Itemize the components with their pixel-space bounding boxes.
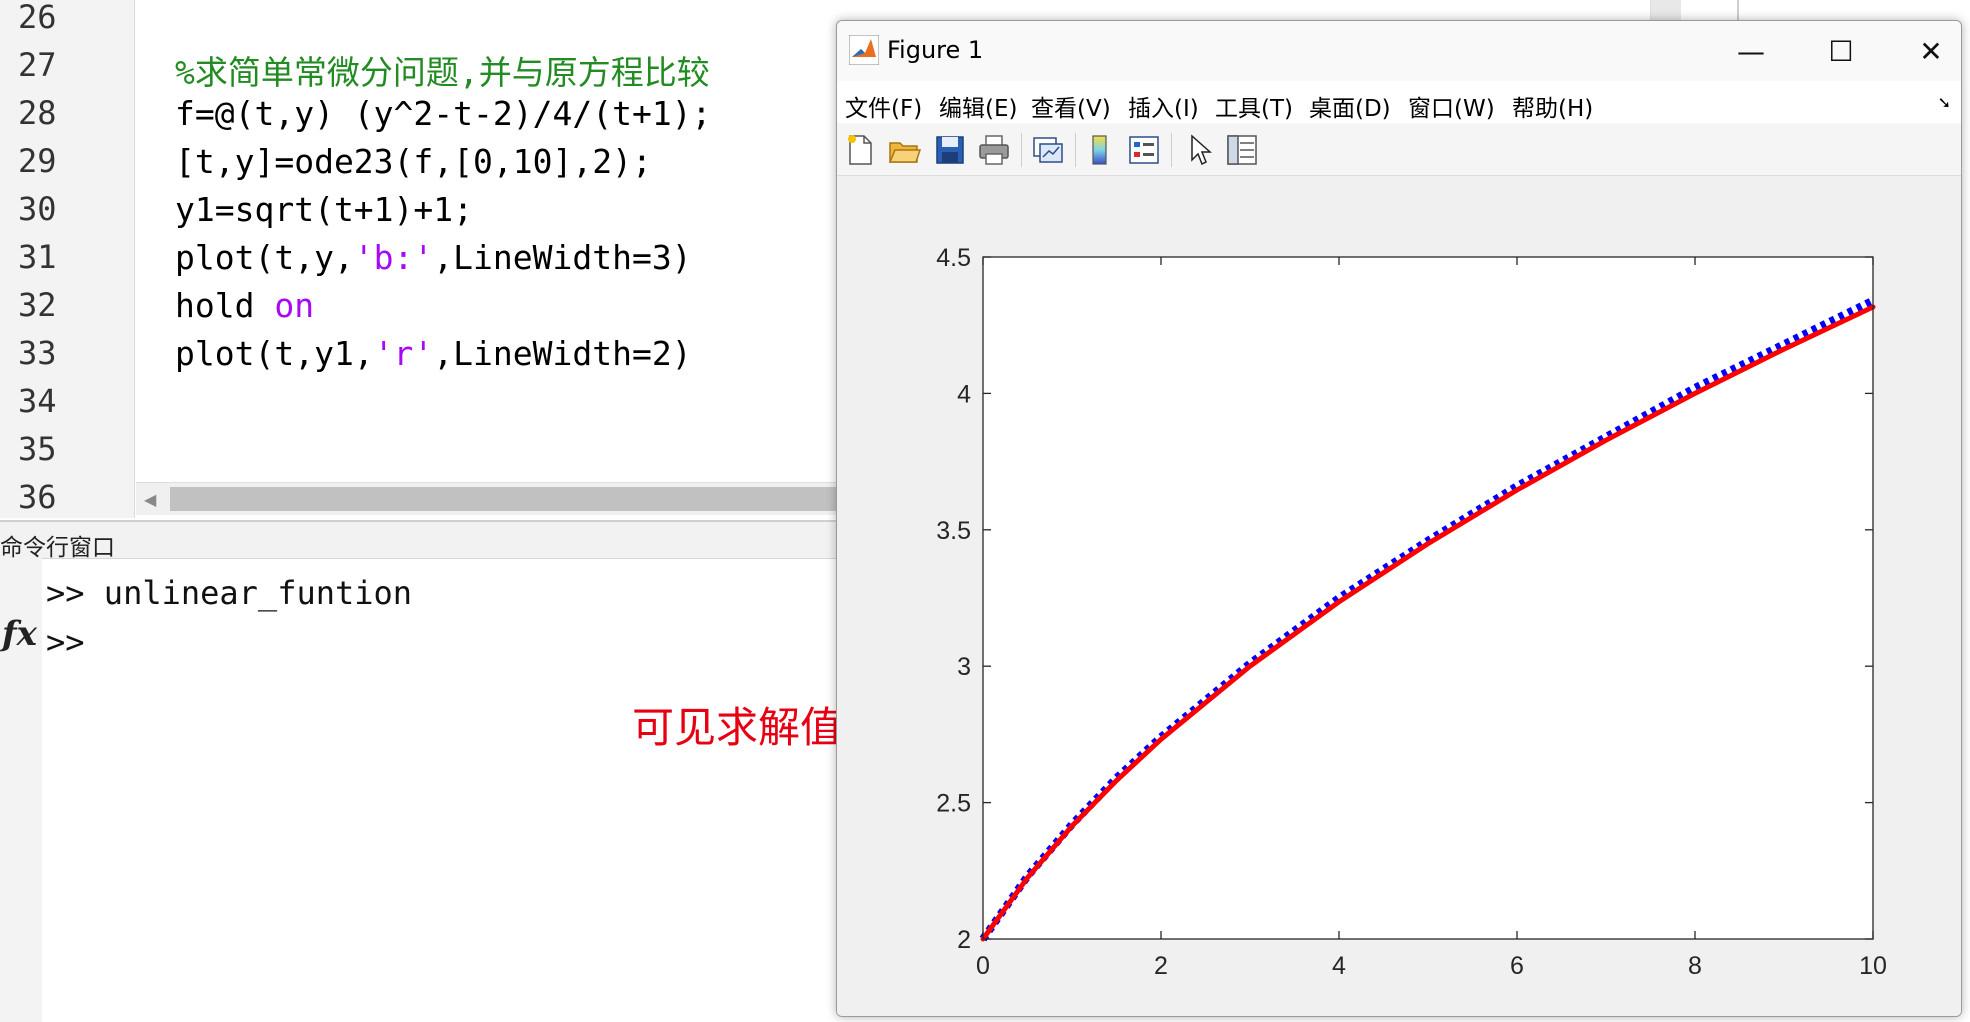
line-number: 29 <box>18 142 57 180</box>
code-text: hold <box>175 286 275 325</box>
minimize-icon: — <box>1737 34 1765 68</box>
maximize-icon: ☐ <box>1828 34 1854 68</box>
toolbar-separator <box>1171 133 1172 167</box>
y-tick-label: 2.5 <box>936 790 971 818</box>
scrollbar-thumb[interactable] <box>170 487 836 511</box>
code-text: y1=sqrt(t+1)+1; <box>175 190 474 229</box>
legend-icon[interactable] <box>1127 133 1161 167</box>
scroll-left-arrow-icon[interactable]: ◀ <box>144 490 157 509</box>
property-inspector-icon[interactable] <box>1225 133 1259 167</box>
figure-menu-bar: 文件(F) 编辑(E) 查看(V) 插入(I) 工具(T) 桌面(D) 窗口(W… <box>837 81 1961 124</box>
series-line-red-solid <box>980 304 1876 942</box>
line-number: 28 <box>18 94 57 132</box>
line-number: 35 <box>18 430 57 468</box>
x-tick-label: 0 <box>976 952 990 980</box>
code-line[interactable]: y1=sqrt(t+1)+1; <box>175 190 473 229</box>
vertical-scrollbar[interactable] <box>1650 0 1681 20</box>
close-icon: ✕ <box>1919 34 1943 68</box>
code-line[interactable]: plot(t,y1,'r',LineWidth=2) <box>175 334 692 373</box>
menu-file[interactable]: 文件(F) <box>845 96 923 122</box>
y-tick-label: 3.5 <box>936 517 971 545</box>
x-tick-label: 4 <box>1332 952 1346 980</box>
menu-help[interactable]: 帮助(H) <box>1512 96 1594 122</box>
code-text: plot(t,y, <box>175 238 354 277</box>
line-number: 32 <box>18 286 57 324</box>
menu-desktop[interactable]: 桌面(D) <box>1309 96 1391 122</box>
command-prompt[interactable]: >> <box>46 623 85 661</box>
x-tick-label: 2 <box>1154 952 1168 980</box>
menu-tools[interactable]: 工具(T) <box>1215 96 1293 122</box>
toolbar-separator <box>1021 133 1022 167</box>
open-file-icon[interactable] <box>887 133 921 167</box>
print-icon[interactable] <box>977 133 1011 167</box>
toolbar-separator <box>1075 133 1076 167</box>
save-icon[interactable] <box>933 133 967 167</box>
x-tick-label: 10 <box>1859 952 1887 980</box>
command-window-title: 命令行窗口 <box>0 535 115 561</box>
code-text: f=@(t,y) (y^2-t-2)/4/(t+1); <box>175 94 712 133</box>
axes-background[interactable] <box>983 257 1873 939</box>
line-number-gutter <box>0 0 135 518</box>
line-number: 26 <box>18 0 57 36</box>
horizontal-scrollbar[interactable]: ◀ <box>136 482 836 515</box>
close-button[interactable]: ✕ <box>1901 29 1961 73</box>
maximize-button[interactable]: ☐ <box>1811 29 1871 73</box>
y-tick-label: 4.5 <box>936 244 971 272</box>
menu-edit[interactable]: 编辑(E) <box>939 96 1018 122</box>
pointer-icon[interactable] <box>1182 133 1216 167</box>
line-number: 31 <box>18 238 57 276</box>
x-tick-label: 6 <box>1510 952 1524 980</box>
code-line[interactable]: %求简单常微分问题,并与原方程比较 <box>175 46 710 94</box>
x-tick-label: 8 <box>1688 952 1702 980</box>
right-margin-line <box>1737 0 1739 20</box>
matlab-logo-icon <box>849 35 879 65</box>
y-tick-label: 4 <box>957 380 971 408</box>
code-comment: %求简单常微分问题,并与原方程比较 <box>175 53 710 92</box>
link-plot-icon[interactable] <box>1031 133 1065 167</box>
code-line[interactable]: hold on <box>175 286 314 325</box>
axes-box <box>982 256 1874 940</box>
line-number: 33 <box>18 334 57 372</box>
code-text: [t,y]=ode23(f,[0,10],2); <box>175 142 652 181</box>
code-text: ,LineWidth=2) <box>433 334 692 373</box>
command-history-line: >> unlinear_funtion <box>46 574 413 612</box>
menu-insert[interactable]: 插入(I) <box>1128 96 1199 122</box>
line-number: 27 <box>18 46 57 84</box>
minimize-button[interactable]: — <box>1721 29 1781 73</box>
y-tick-label: 3 <box>957 653 971 681</box>
line-number: 30 <box>18 190 57 228</box>
code-text: plot(t,y1, <box>175 334 374 373</box>
plot-series <box>979 297 1876 942</box>
y-tick-label: 2 <box>957 926 971 954</box>
command-window-gutter <box>0 558 42 1022</box>
menu-window[interactable]: 窗口(W) <box>1408 96 1495 122</box>
colorbar-icon[interactable] <box>1083 133 1117 167</box>
code-text: ,LineWidth=3) <box>433 238 692 277</box>
code-keyword: on <box>274 286 315 325</box>
dock-arrow-icon[interactable]: ➘ <box>1937 93 1951 112</box>
line-number: 34 <box>18 382 57 420</box>
figure-title: Figure 1 <box>887 36 984 64</box>
code-line[interactable]: plot(t,y,'b:',LineWidth=3) <box>175 238 692 277</box>
command-window-header: 命令行窗口 <box>0 520 836 561</box>
code-line[interactable]: f=@(t,y) (y^2-t-2)/4/(t+1); <box>175 94 711 133</box>
menu-view[interactable]: 查看(V) <box>1031 96 1111 122</box>
function-browser-icon[interactable]: fx <box>2 614 37 654</box>
code-line[interactable]: [t,y]=ode23(f,[0,10],2); <box>175 142 652 181</box>
figure-window[interactable]: Figure 1 — ☐ ✕ 文件(F) 编辑(E) 查看(V) 插入(I) 工… <box>836 20 1962 1017</box>
code-string: 'r' <box>373 334 434 373</box>
figure-toolbar <box>837 123 1961 176</box>
code-string: 'b:' <box>353 238 434 277</box>
new-figure-icon[interactable] <box>843 133 877 167</box>
line-number: 36 <box>18 478 57 516</box>
figure-title-bar[interactable]: Figure 1 — ☐ ✕ <box>837 21 1961 81</box>
